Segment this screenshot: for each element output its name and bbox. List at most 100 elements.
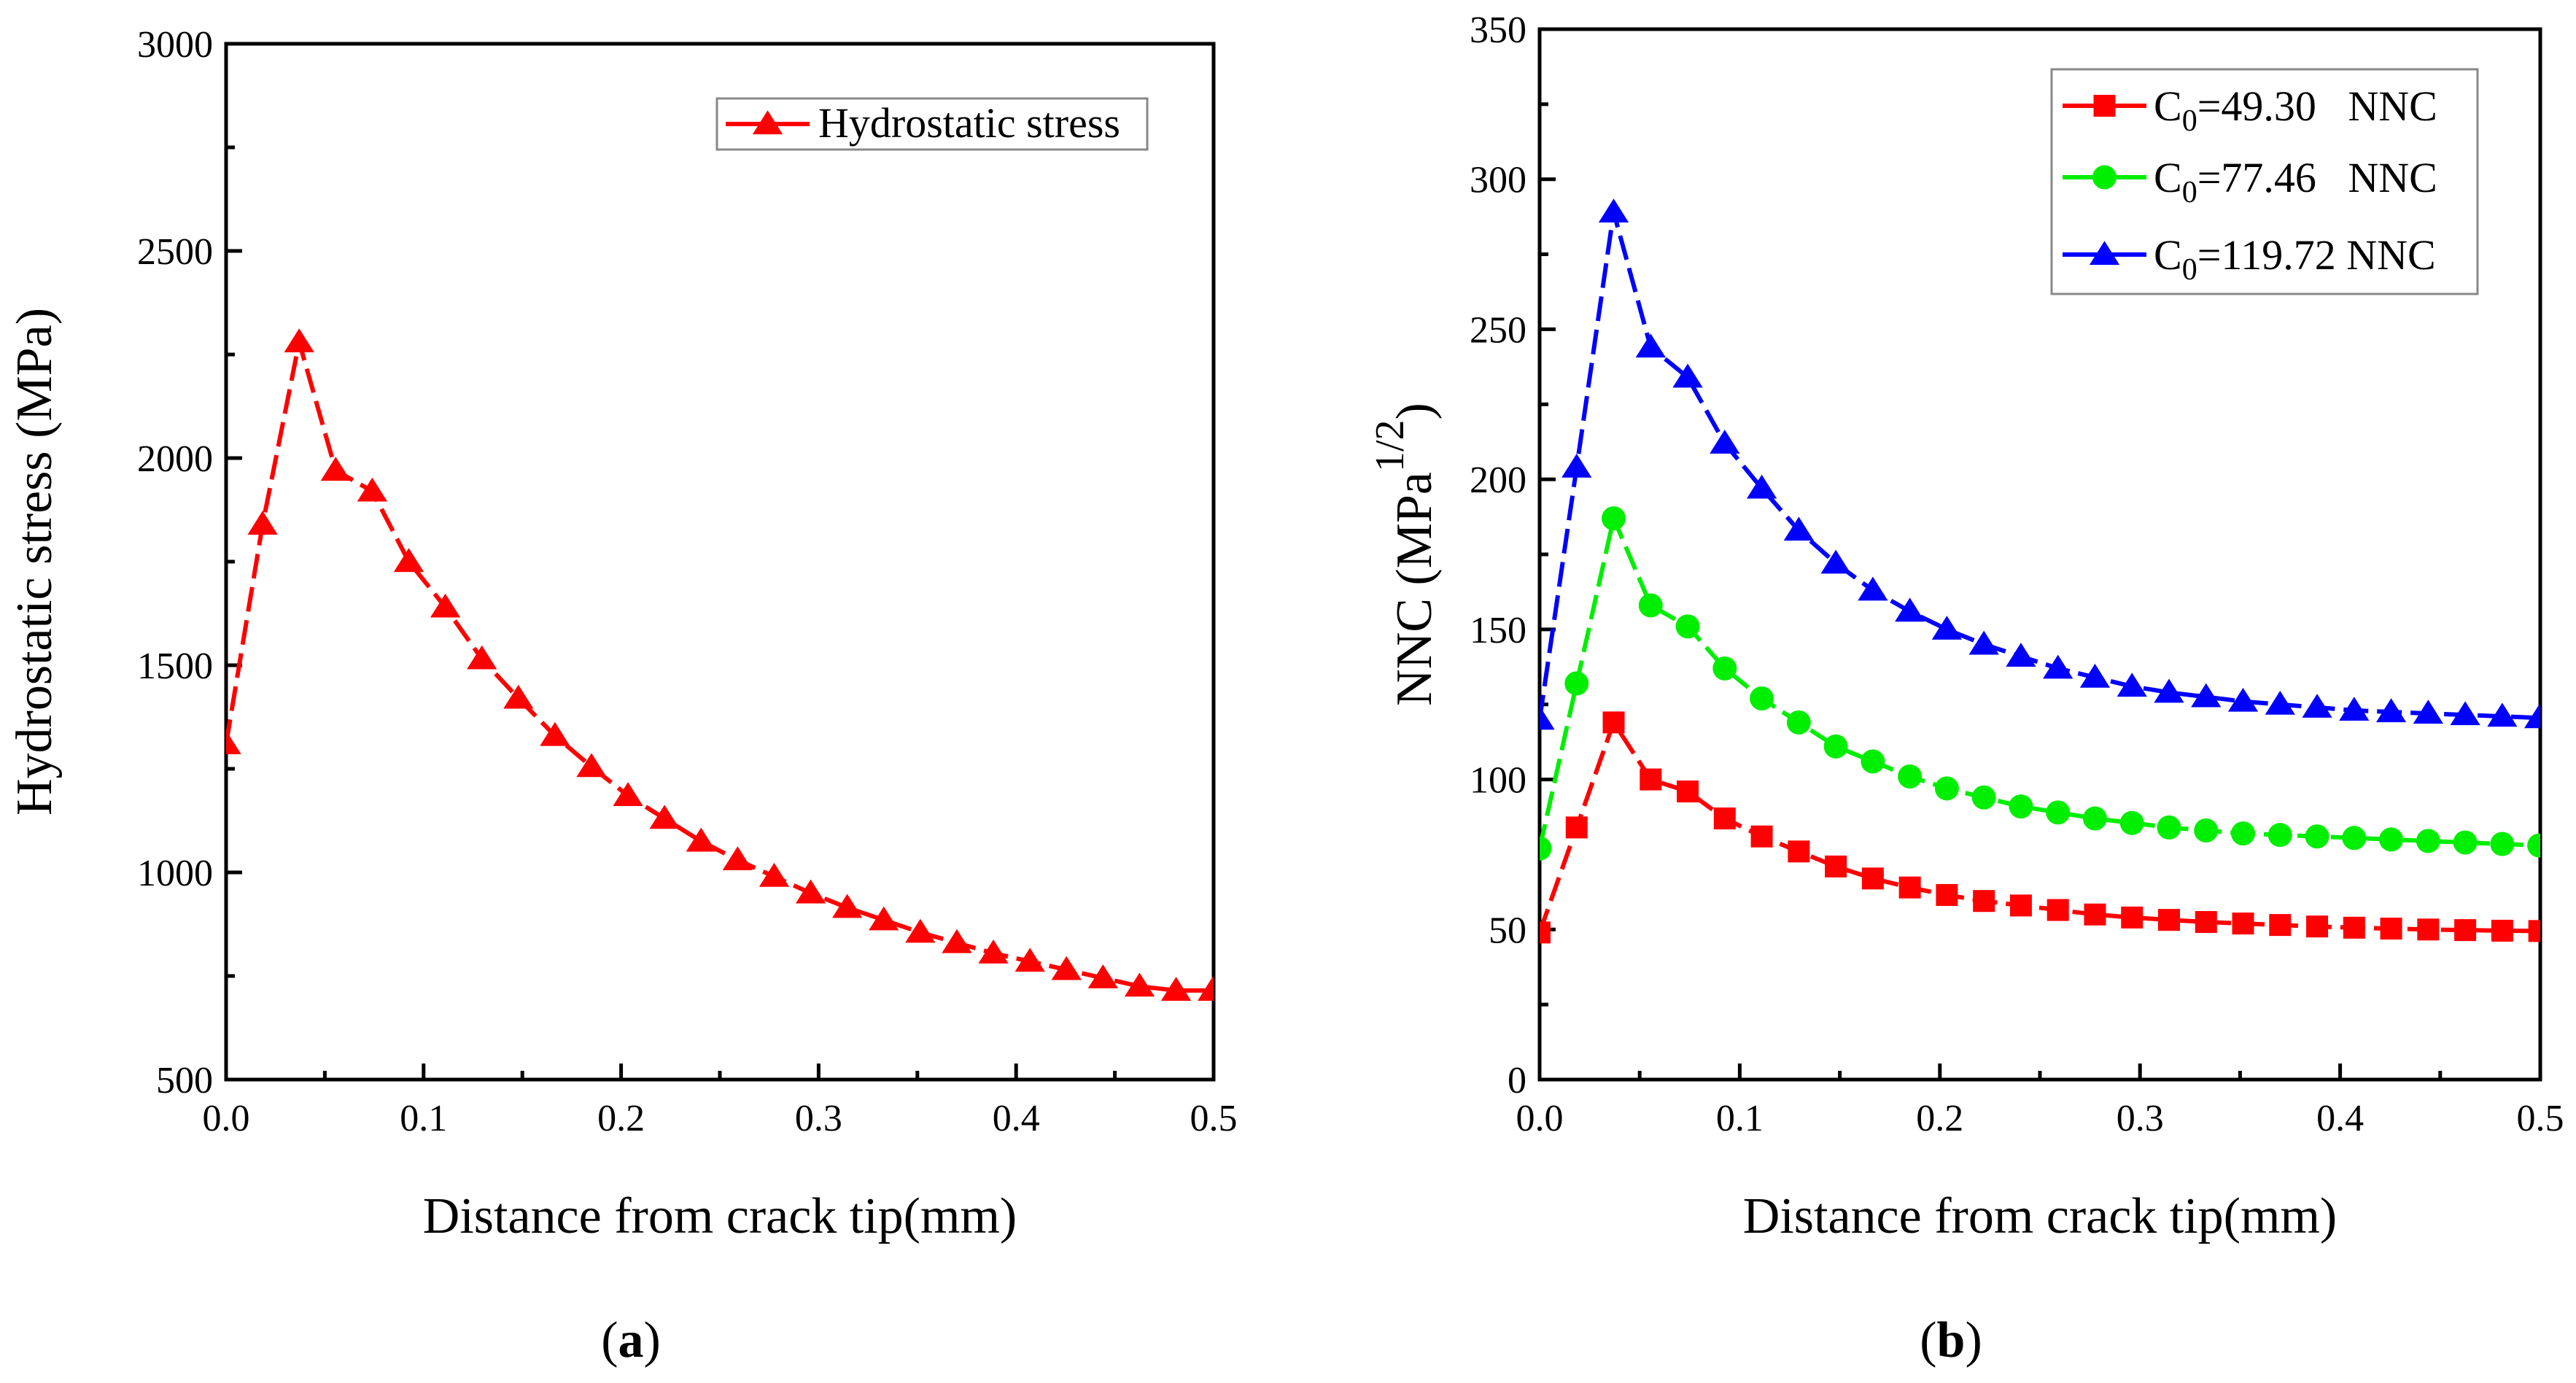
b-data-point (2453, 830, 2478, 855)
panel-a-legend: Hydrostatic stress (715, 97, 1149, 151)
b-data-point (1713, 807, 1736, 830)
b-data-point (1710, 430, 1740, 454)
b-series-line (1540, 516, 2540, 849)
a-data-point (686, 827, 716, 852)
b-data-point (2491, 919, 2513, 942)
a-legend-marker-shape (752, 110, 783, 135)
a-data-point (1124, 972, 1155, 997)
panel-b-legend-label: C0=77.46 NNC (2154, 154, 2437, 209)
svg-text:NNC (MPa1/2): NNC (MPa1/2) (1367, 403, 1443, 706)
a-data-point (1087, 964, 1118, 988)
legend-label-subscript: 0 (2182, 104, 2197, 138)
b-x-tick-label: 0.0 (1516, 1098, 1564, 1139)
b-data-point (2302, 694, 2332, 718)
a-y-tick-label: 1500 (137, 646, 213, 687)
panel-b-legend: C0=49.30 NNC C0=77.46 NNC C0=119.72 NNC (2050, 68, 2479, 295)
b-data-point (2265, 690, 2295, 715)
legend-label-rest: =49.30 NNC (2197, 82, 2437, 130)
b-y-tick-label: 300 (1470, 160, 1526, 201)
panel-b-legend-marker (2093, 95, 2116, 117)
b-data-point (1540, 921, 1551, 944)
b-data-point (2194, 818, 2219, 843)
b-x-tick-label: 0.3 (2117, 1098, 2164, 1139)
b-data-point (1540, 705, 1555, 730)
b-data-point (1825, 855, 1847, 878)
b-data-point (2380, 918, 2402, 940)
a-data-point (649, 805, 680, 829)
b-data-point (2269, 914, 2292, 937)
b-data-point (2524, 704, 2540, 729)
a-data-point (942, 929, 972, 953)
b-data-point (1820, 549, 1851, 574)
b-data-point (1786, 710, 1811, 735)
a-x-tick-label: 0.0 (203, 1098, 250, 1139)
panel-b-legend-entry: C0=77.46 NNC (2063, 154, 2437, 209)
b-data-point (2121, 906, 2144, 929)
b-data-point (1565, 816, 1588, 839)
b-data-point (2119, 810, 2144, 835)
panel-a-legend-marker (752, 110, 783, 135)
a-series-line (226, 340, 1213, 993)
b-data-point (1861, 867, 1884, 890)
b-data-point (2046, 800, 2071, 825)
a-data-point (832, 894, 863, 918)
b-legend-marker-shape (2093, 95, 2116, 117)
b-data-point (1602, 711, 1625, 734)
legend-label-base: C (2154, 82, 2182, 130)
a-x-tick-label: 0.1 (400, 1098, 447, 1139)
b-data-point (1675, 614, 1700, 639)
b-data-point (2227, 687, 2259, 712)
b-data-point (1750, 825, 1773, 848)
b-data-point (2084, 903, 2106, 926)
panel-b-y-axis-title-close: ) (1386, 403, 1443, 419)
b-data-point (1750, 686, 1774, 710)
panel-b-series-layer (1540, 198, 2540, 944)
b-data-point (1931, 616, 1963, 640)
b-data-point (1677, 780, 1699, 803)
a-data-point (795, 879, 826, 904)
a-data-point (320, 457, 351, 481)
b-data-point (1898, 764, 1923, 789)
legend-label-base: C (2154, 154, 2182, 201)
b-data-point (2157, 815, 2181, 840)
a-x-tick-label: 0.5 (1190, 1098, 1238, 1139)
b-data-point (2117, 673, 2147, 697)
b-data-point (1672, 363, 1703, 388)
a-data-point (869, 906, 899, 931)
b-data-point (2305, 824, 2329, 849)
b-data-point (2417, 918, 2440, 941)
panel-b-y-axis-title-main: NNC (MPa (1386, 472, 1443, 706)
b-data-point (2009, 894, 2032, 917)
b-data-point (2195, 911, 2217, 933)
b-legend-marker-shape (2092, 165, 2117, 190)
b-data-point (2191, 683, 2222, 708)
b-data-point (2342, 826, 2367, 851)
b-data-point (2450, 701, 2480, 726)
panel-a-x-axis-title: Distance from crack tip(mm) (423, 1188, 1017, 1244)
b-data-point (1898, 876, 1921, 899)
panel-a-caption-letter: a (618, 1312, 644, 1368)
b-data-point (2527, 833, 2540, 858)
a-x-tick-label: 0.2 (597, 1098, 645, 1139)
b-data-point (2375, 698, 2407, 723)
b-data-point (2379, 827, 2404, 852)
legend-label-rest: =77.46 NNC (2197, 154, 2437, 201)
panel-b-caption-letter: b (1937, 1312, 1966, 1368)
b-data-point (1783, 516, 1814, 541)
b-data-point (1861, 749, 1885, 774)
a-y-tick-label: 1000 (137, 853, 213, 894)
b-data-point (1540, 836, 1552, 861)
b-data-point (1934, 776, 1959, 801)
a-data-point (759, 862, 790, 887)
a-x-tick-label: 0.4 (993, 1098, 1040, 1139)
panel-b-y-axis-title-exponent: 1/2 (1367, 419, 1413, 472)
a-y-tick-label: 500 (156, 1060, 213, 1101)
b-x-tick-label: 0.4 (2316, 1098, 2364, 1139)
b-data-point (2082, 806, 2107, 831)
b-data-point (2154, 678, 2184, 703)
b-y-tick-label: 0 (1508, 1060, 1526, 1101)
b-data-point (1971, 785, 1996, 810)
a-x-tick-label: 0.3 (795, 1098, 842, 1139)
panel-b-x-axis-ticks: 0.0 0.1 0.2 0.3 0.4 0.5 (1516, 1064, 2564, 1139)
panel-a-y-axis-title: Hydrostatic stress (MPa) (7, 308, 63, 816)
